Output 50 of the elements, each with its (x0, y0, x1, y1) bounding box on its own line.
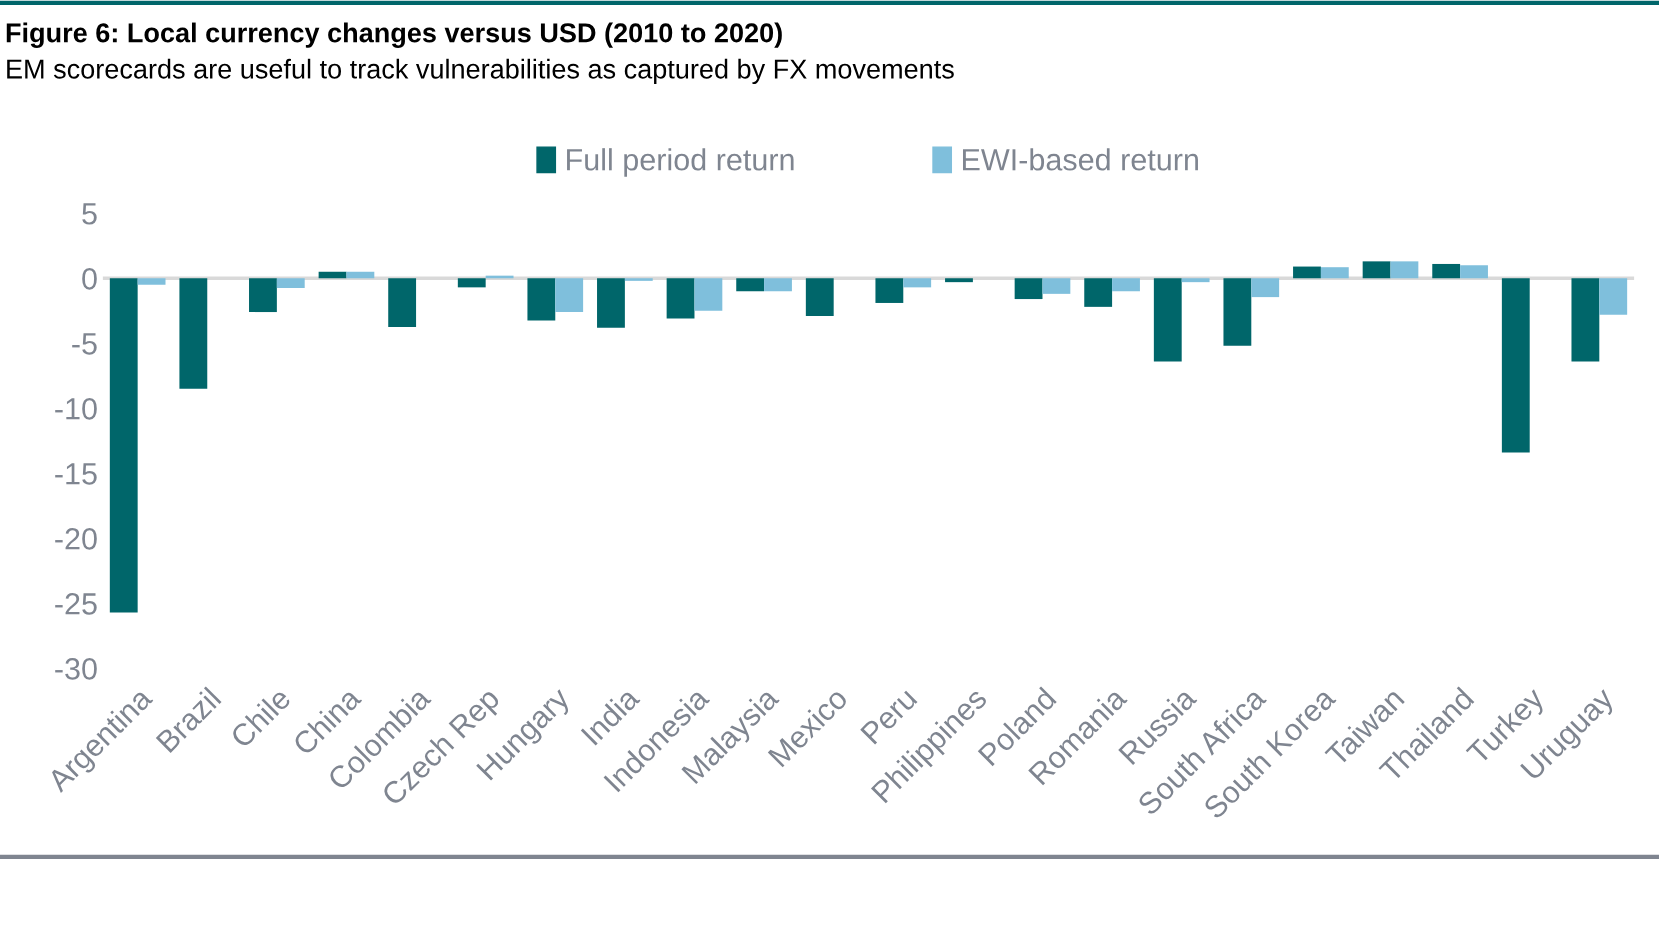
bar (388, 278, 417, 328)
bar (1501, 278, 1530, 453)
y-tick-label: -10 (55, 398, 97, 420)
y-tick-label: -25 (55, 593, 97, 615)
chart-subtitle: EM scorecards are useful to track vulnerabilities as captured by FX movements (7, 58, 954, 85)
bar (109, 278, 138, 613)
y-tick-label: 5 (82, 203, 97, 225)
bar (1390, 261, 1419, 279)
bar (1181, 278, 1210, 283)
bar (1042, 278, 1071, 294)
bar (346, 271, 375, 279)
legend-label: EWI-based return (963, 148, 1198, 171)
bar (1251, 278, 1280, 298)
y-tick-label: -30 (55, 658, 97, 680)
bar (903, 278, 932, 288)
bar (624, 278, 653, 281)
bar (276, 278, 305, 289)
bar (1460, 265, 1488, 279)
bar (1112, 278, 1140, 292)
bar (1223, 278, 1252, 346)
bar (875, 278, 904, 303)
bar (1599, 278, 1628, 315)
bar (457, 278, 486, 288)
legend-label: Full period return (567, 148, 794, 177)
y-tick-label: -5 (72, 333, 97, 355)
bar (318, 271, 347, 279)
bar (666, 278, 695, 319)
bar (805, 278, 834, 316)
bar (1014, 278, 1043, 300)
bar (179, 278, 208, 389)
bar (1571, 278, 1600, 362)
y-tick-label: 0 (82, 267, 97, 290)
bar (1084, 278, 1113, 307)
bar (736, 278, 765, 292)
bar (694, 278, 723, 311)
bar (1153, 278, 1182, 362)
bar (527, 278, 556, 321)
bar (945, 278, 973, 283)
y-tick-label: -15 (55, 463, 97, 485)
chart-title: Figure 6: Local currency changes versus USD (2010 to 2020) (6, 22, 782, 48)
bar (249, 278, 277, 313)
bar (764, 278, 792, 292)
y-tick-label: -20 (55, 528, 97, 550)
bar (1320, 267, 1349, 279)
bar (1432, 263, 1461, 279)
bar (1362, 261, 1391, 279)
bar (137, 278, 166, 285)
bar (555, 278, 584, 313)
bar (1293, 266, 1321, 279)
bar (597, 278, 625, 328)
